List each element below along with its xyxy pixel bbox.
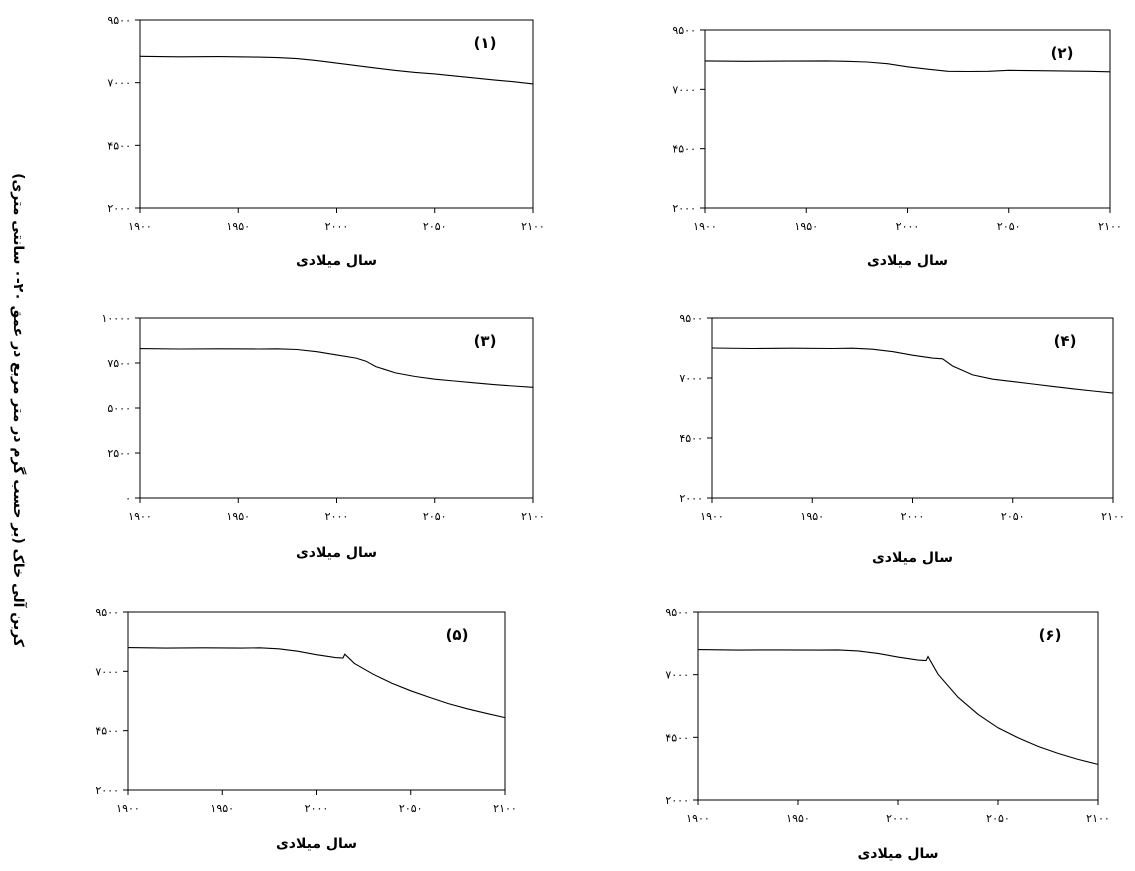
y-tick-label-1-1: ۴۵۰۰ xyxy=(107,139,131,152)
x-tick-label-4-3: ۲۰۵۰ xyxy=(1001,510,1025,523)
series-line-3-0 xyxy=(139,348,534,388)
x-tick-label-3-0: ۱۹۰۰ xyxy=(128,510,152,523)
x-tick-label-3-4: ۲۱۰۰ xyxy=(521,510,545,523)
panels-container: ۲۰۰۰ ۴۵۰۰ ۷۰۰۰ ۹۵۰۰ ۱۹۰۰ ۱۹۵۰ ۲۰۰۰ ۲۰۵۰ ۲۱۰۰ سال … xyxy=(95,14,1124,862)
x-tick-label-1-0: ۱۹۰۰ xyxy=(128,220,152,233)
y-tick-label-2-0: ۲۰۰۰ xyxy=(672,202,696,215)
panel-label-5: (۵) xyxy=(446,626,469,644)
y-tick-label-4-3: ۹۵۰۰ xyxy=(679,312,703,325)
x-tick-label-2-3: ۲۰۵۰ xyxy=(997,220,1021,233)
panel-label-4: (۴) xyxy=(1054,332,1077,350)
x-tick-label-5-3: ۲۰۵۰ xyxy=(399,802,423,815)
x-tick-label-6-0: ۱۹۰۰ xyxy=(686,812,710,825)
x-tick-label-3-2: ۲۰۰۰ xyxy=(325,510,349,523)
y-tick-label-2-3: ۹۵۰۰ xyxy=(672,24,696,37)
chart-panel-6: ۲۰۰۰ ۴۵۰۰ ۷۰۰۰ ۹۵۰۰ ۱۹۰۰ ۱۹۵۰ ۲۰۰۰ ۲۰۵۰ ۲۱۰۰ سال … xyxy=(665,606,1109,862)
x-tick-label-1-4: ۲۱۰۰ xyxy=(521,220,545,233)
chart-panel-2: ۲۰۰۰ ۴۵۰۰ ۷۰۰۰ ۹۵۰۰ ۱۹۰۰ ۱۹۵۰ ۲۰۰۰ ۲۰۵۰ ۲۱۰۰ سال … xyxy=(672,24,1121,269)
x-tick-label-2-4: ۲۱۰۰ xyxy=(1098,220,1122,233)
x-tick-label-6-1: ۱۹۵۰ xyxy=(786,812,810,825)
x-tick-label-3-1: ۱۹۵۰ xyxy=(226,510,250,523)
x-axis-title-4: سال میلادی xyxy=(872,550,953,566)
y-tick-label-6-3: ۹۵۰۰ xyxy=(665,606,689,619)
y-tick-label-2-1: ۴۵۰۰ xyxy=(672,143,696,156)
x-tick-label-6-4: ۲۱۰۰ xyxy=(1086,812,1110,825)
x-tick-label-4-0: ۱۹۰۰ xyxy=(700,510,724,523)
series-line-2-0 xyxy=(704,60,1111,73)
y-tick-label-6-0: ۲۰۰۰ xyxy=(665,794,689,807)
x-axis-title-5: سال میلادی xyxy=(276,836,357,852)
x-axis-title-1: سال میلادی xyxy=(296,253,377,269)
chart-panel-4: ۲۰۰۰ ۴۵۰۰ ۷۰۰۰ ۹۵۰۰ ۱۹۰۰ ۱۹۵۰ ۲۰۰۰ ۲۰۵۰ ۲۱۰۰ سال … xyxy=(679,312,1124,566)
y-tick-label-1-2: ۷۰۰۰ xyxy=(107,77,131,90)
x-axis-title-2: سال میلادی xyxy=(867,253,948,269)
y-tick-label-5-3: ۹۵۰۰ xyxy=(95,606,119,619)
y-tick-label-3-2: ۵۰۰۰ xyxy=(107,402,131,415)
y-tick-label-4-1: ۴۵۰۰ xyxy=(679,432,703,445)
x-tick-label-4-2: ۲۰۰۰ xyxy=(901,510,925,523)
chart-panel-1: ۲۰۰۰ ۴۵۰۰ ۷۰۰۰ ۹۵۰۰ ۱۹۰۰ ۱۹۵۰ ۲۰۰۰ ۲۰۵۰ ۲۱۰۰ سال … xyxy=(107,14,544,269)
y-tick-label-5-0: ۲۰۰۰ xyxy=(95,784,119,797)
x-tick-label-5-2: ۲۰۰۰ xyxy=(305,802,329,815)
x-tick-label-1-2: ۲۰۰۰ xyxy=(325,220,349,233)
x-tick-label-6-2: ۲۰۰۰ xyxy=(886,812,910,825)
y-tick-label-2-2: ۷۰۰۰ xyxy=(672,83,696,96)
y-axis-title: کربن آلی خاک (بر حسب گرم در متر مربع در … xyxy=(10,173,28,648)
series-line-4-0 xyxy=(711,347,1114,394)
y-tick-label-3-3: ۷۵۰۰ xyxy=(107,357,131,370)
x-tick-label-5-0: ۱۹۰۰ xyxy=(116,802,140,815)
panel-label-6: (۶) xyxy=(1039,626,1062,644)
y-tick-label-5-2: ۷۰۰۰ xyxy=(95,665,119,678)
chart-panel-5: ۲۰۰۰ ۴۵۰۰ ۷۰۰۰ ۹۵۰۰ ۱۹۰۰ ۱۹۵۰ ۲۰۰۰ ۲۰۵۰ ۲۱۰۰ سال … xyxy=(95,606,516,852)
panel-label-2: (۲) xyxy=(1051,44,1074,62)
x-tick-label-5-4: ۲۱۰۰ xyxy=(493,802,517,815)
panel-label-3: (۳) xyxy=(474,332,497,350)
chart-panel-3: ۰ ۲۵۰۰ ۵۰۰۰ ۷۵۰۰ ۱۰۰۰۰ ۱۹۰۰ ۱۹۵۰ ۲۰۰۰ ۲۰۵۰ ۲۱۰۰ سا… xyxy=(101,312,544,561)
x-tick-label-3-3: ۲۰۵۰ xyxy=(423,510,447,523)
y-tick-label-1-0: ۲۰۰۰ xyxy=(107,202,131,215)
x-tick-label-2-1: ۱۹۵۰ xyxy=(794,220,818,233)
y-tick-label-3-4: ۱۰۰۰۰ xyxy=(101,312,131,325)
series-line-5-0 xyxy=(127,647,506,719)
y-tick-label-6-2: ۷۰۰۰ xyxy=(665,669,689,682)
y-tick-label-6-1: ۴۵۰۰ xyxy=(665,731,689,744)
x-tick-label-5-1: ۱۹۵۰ xyxy=(210,802,234,815)
x-tick-label-4-4: ۲۱۰۰ xyxy=(1101,510,1125,523)
y-tick-label-5-1: ۴۵۰۰ xyxy=(95,725,119,738)
series-line-6-0 xyxy=(697,649,1099,765)
y-tick-label-4-2: ۷۰۰۰ xyxy=(679,372,703,385)
x-tick-label-1-1: ۱۹۵۰ xyxy=(226,220,250,233)
y-tick-label-4-0: ۲۰۰۰ xyxy=(679,492,703,505)
x-tick-label-2-2: ۲۰۰۰ xyxy=(896,220,920,233)
x-axis-title-6: سال میلادی xyxy=(857,846,938,862)
panel-label-1: (۱) xyxy=(474,34,497,52)
x-tick-label-4-1: ۱۹۵۰ xyxy=(800,510,824,523)
y-tick-label-3-0: ۰ xyxy=(125,492,131,505)
y-tick-label-1-3: ۹۵۰۰ xyxy=(107,14,131,27)
x-tick-label-1-3: ۲۰۵۰ xyxy=(423,220,447,233)
y-tick-label-3-1: ۲۵۰۰ xyxy=(107,447,131,460)
x-tick-label-6-3: ۲۰۵۰ xyxy=(986,812,1010,825)
plot-frame-2 xyxy=(704,29,1111,209)
x-tick-label-2-0: ۱۹۰۰ xyxy=(693,220,717,233)
x-axis-title-3: سال میلادی xyxy=(296,545,377,561)
series-line-1-0 xyxy=(139,55,534,85)
